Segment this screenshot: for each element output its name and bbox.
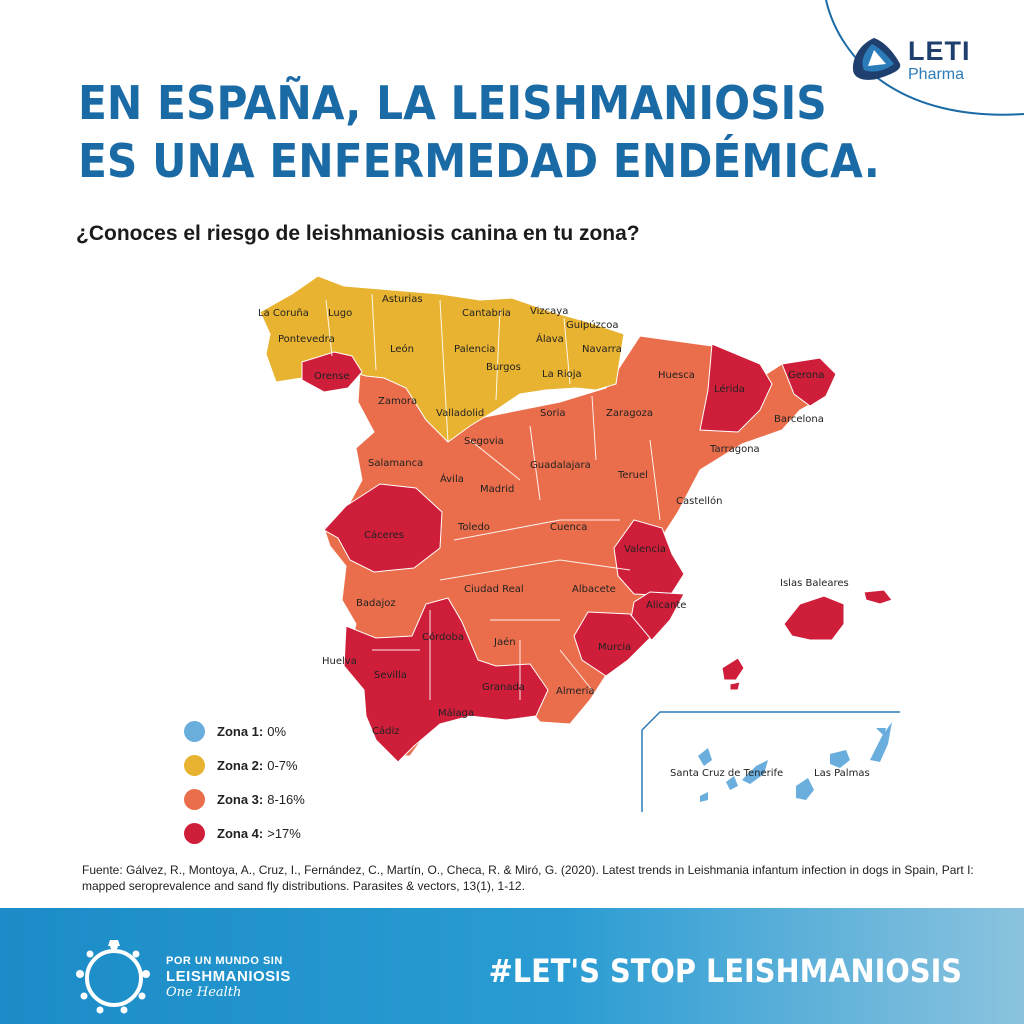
- andalusia-west-region: [343, 597, 549, 763]
- label-lerida: Lérida: [714, 383, 745, 395]
- label-almeria: Almería: [556, 685, 595, 697]
- title-line-2: ES UNA ENFERMEDAD ENDÉMICA.: [78, 134, 880, 188]
- label-laspalmas: Las Palmas: [814, 768, 870, 779]
- legend-item-zona3: Zona 3: 8-16%: [184, 782, 305, 816]
- legend-label: Zona 1:: [217, 723, 264, 739]
- legend-item-zona4: Zona 4: >17%: [184, 816, 305, 850]
- label-alava: Álava: [536, 332, 564, 345]
- label-zaragoza: Zaragoza: [606, 408, 653, 419]
- zona4-dot-icon: [184, 822, 205, 844]
- label-toledo: Toledo: [457, 522, 490, 533]
- label-tenerife: Santa Cruz de Tenerife: [670, 768, 783, 779]
- alicante-region: [629, 591, 685, 641]
- logo-subname: Pharma: [908, 66, 965, 83]
- label-gerona: Gerona: [788, 370, 824, 381]
- zona4-provinces: [301, 343, 893, 763]
- label-madrid: Madrid: [480, 484, 514, 495]
- label-pontevedra: Pontevedra: [278, 334, 335, 345]
- orense-region: [301, 351, 363, 393]
- logo-name: LETI: [908, 36, 971, 66]
- label-teruel: Teruel: [617, 470, 648, 481]
- legend-value: 8-16%: [267, 791, 305, 807]
- label-ciudadreal: Ciudad Real: [464, 584, 524, 595]
- legend-label: Zona 3:: [217, 791, 264, 807]
- label-lugo: Lugo: [328, 308, 352, 319]
- label-coruna: La Coruña: [258, 308, 309, 319]
- footer-tagline-1: POR UN MUNDO SIN: [166, 955, 283, 967]
- label-guipuzcoa: Guipúzcoa: [566, 319, 619, 331]
- zona3-dot-icon: [184, 788, 205, 810]
- page-subtitle: ¿Conoces el riesgo de leishmaniosis cani…: [76, 222, 640, 245]
- label-cuenca: Cuenca: [550, 522, 587, 533]
- label-segovia: Segovia: [464, 436, 504, 447]
- label-murcia: Murcia: [598, 642, 631, 653]
- label-badajoz: Badajoz: [356, 598, 396, 609]
- source-citation: Fuente: Gálvez, R., Montoya, A., Cruz, I…: [82, 863, 974, 893]
- zona2-dot-icon: [184, 754, 205, 776]
- legend-item-zona2: Zona 2: 0-7%: [184, 748, 305, 782]
- map-legend: Zona 1: 0% Zona 2: 0-7% Zona 3: 8-16% Zo…: [184, 714, 305, 850]
- label-castellon: Castellón: [676, 495, 722, 507]
- footer-banner: POR UN MUNDO SIN LEISHMANIOSIS One Healt…: [0, 908, 1024, 1024]
- caceres-region: [323, 483, 443, 573]
- murcia-region: [573, 611, 651, 677]
- canarias-inset-frame: [641, 711, 900, 812]
- label-caceres: Cáceres: [364, 529, 404, 541]
- label-huelva: Huelva: [322, 656, 357, 667]
- legend-value: 0%: [267, 723, 287, 739]
- leti-logo-icon: [852, 38, 901, 80]
- page-title: EN ESPAÑA, LA LEISHMANIOSIS ES UNA ENFER…: [78, 74, 880, 190]
- label-baleares: Islas Baleares: [780, 578, 849, 589]
- label-burgos: Burgos: [486, 362, 521, 373]
- one-health-emblem-icon: [76, 940, 150, 1014]
- menorca-island: [863, 589, 893, 605]
- label-valencia: Valencia: [624, 544, 666, 555]
- label-cantabria: Cantabria: [462, 308, 511, 319]
- label-cordoba: Córdoba: [422, 631, 464, 643]
- label-rioja: La Rioja: [542, 369, 582, 380]
- footer-tagline-3: One Health: [166, 985, 242, 1000]
- label-albacete: Albacete: [572, 584, 616, 595]
- formentera-island: [729, 681, 741, 691]
- label-leon: León: [390, 343, 414, 355]
- label-tarragona: Tarragona: [709, 444, 760, 455]
- label-cadiz: Cádiz: [372, 725, 400, 737]
- label-orense: Orense: [314, 371, 350, 382]
- legend-label: Zona 4:: [217, 825, 264, 841]
- legend-item-zona1: Zona 1: 0%: [184, 714, 305, 748]
- legend-label: Zona 2:: [217, 757, 264, 773]
- label-jaen: Jaén: [493, 636, 516, 648]
- canary-islands: [698, 722, 892, 802]
- label-salamanca: Salamanca: [368, 458, 423, 469]
- label-barcelona: Barcelona: [774, 414, 824, 425]
- label-soria: Soria: [540, 408, 565, 419]
- label-huesca: Huesca: [658, 370, 695, 381]
- label-valladolid: Valladolid: [436, 408, 484, 419]
- label-navarra: Navarra: [582, 344, 622, 355]
- province-borders: [325, 293, 661, 701]
- label-guadalajara: Guadalajara: [530, 460, 591, 471]
- label-alicante: Alicante: [646, 600, 686, 611]
- gerona-region: [781, 357, 837, 407]
- title-line-1: EN ESPAÑA, LA LEISHMANIOSIS: [78, 76, 827, 130]
- mallorca-island: [783, 595, 845, 641]
- label-avila: Ávila: [440, 472, 464, 485]
- campaign-hashtag: #LET'S STOP LEISHMANIOSIS: [488, 952, 962, 990]
- lerida-region: [699, 343, 773, 433]
- legend-value: 0-7%: [267, 757, 298, 773]
- zona1-dot-icon: [184, 720, 205, 742]
- label-asturias: Asturias: [382, 294, 423, 305]
- footer-tagline-2: LEISHMANIOSIS: [166, 968, 291, 985]
- label-vizcaya: Vizcaya: [530, 306, 568, 317]
- label-malaga: Málaga: [438, 707, 474, 719]
- label-sevilla: Sevilla: [374, 670, 407, 681]
- label-palencia: Palencia: [454, 344, 495, 355]
- label-granada: Granada: [482, 682, 525, 693]
- label-zamora: Zamora: [378, 396, 417, 407]
- leti-logo: LETI Pharma: [850, 34, 990, 94]
- legend-value: >17%: [267, 825, 301, 841]
- ibiza-island: [721, 657, 745, 681]
